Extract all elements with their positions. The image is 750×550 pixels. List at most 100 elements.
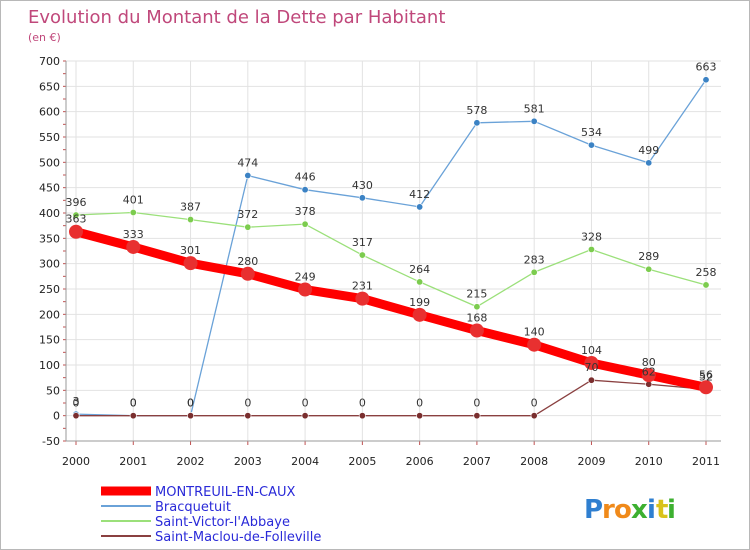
- point-bracquetuit-2008: [530, 117, 538, 125]
- data-label-bracquetuit: 3: [73, 395, 80, 408]
- point-saint-maclou-de-folleville-2001: [129, 412, 137, 420]
- data-label-bracquetuit: 581: [524, 102, 545, 115]
- legend: MONTREUIL-EN-CAUXBracquetuitSaint-Victor…: [101, 485, 321, 545]
- series-line-montreuil-en-caux: [71, 227, 711, 392]
- y-tick-label: 500: [39, 156, 60, 169]
- point-montreuil-en-caux-2004: [298, 282, 313, 297]
- x-tick-label: 2000: [62, 455, 90, 468]
- data-label-saint-victor-l-abbaye: 328: [581, 230, 602, 243]
- legend-label-saint-victor-l-abbaye: Saint-Victor-l'Abbaye: [155, 515, 290, 530]
- data-label-montreuil-en-caux: 301: [180, 244, 201, 257]
- point-saint-victor-l-abbaye-2009: [587, 245, 595, 253]
- y-tick-label: 450: [39, 182, 60, 195]
- point-montreuil-en-caux-2005: [355, 291, 370, 306]
- y-tick-label: 50: [46, 384, 60, 397]
- x-tick-label: 2003: [234, 455, 262, 468]
- y-tick-label: 150: [39, 334, 60, 347]
- y-tick-label: 600: [39, 106, 60, 119]
- logo-letter: x: [631, 495, 648, 525]
- point-bracquetuit-2009: [587, 141, 595, 149]
- y-tick-label: 350: [39, 232, 60, 245]
- data-label-saint-victor-l-abbaye: 372: [237, 208, 258, 221]
- point-bracquetuit-2003: [244, 172, 252, 180]
- chart-subtitle: (en €): [28, 31, 61, 44]
- logo-letter: P: [584, 495, 603, 525]
- data-label-saint-victor-l-abbaye: 215: [466, 288, 487, 301]
- legend-label-montreuil-en-caux: MONTREUIL-EN-CAUX: [155, 485, 296, 500]
- point-bracquetuit-2007: [473, 119, 481, 127]
- point-saint-maclou-de-folleville-2005: [358, 412, 366, 420]
- axes: -500501001502002503003504004505005506006…: [39, 55, 721, 468]
- data-label-saint-victor-l-abbaye: 258: [696, 266, 717, 279]
- y-tick-label: 550: [39, 131, 60, 144]
- point-montreuil-en-caux-2010: [641, 368, 656, 383]
- point-saint-maclou-de-folleville-2000: [72, 412, 80, 420]
- y-tick-label: 100: [39, 359, 60, 372]
- data-label-montreuil-en-caux: 168: [466, 312, 487, 325]
- data-label-saint-victor-l-abbaye: 401: [123, 193, 144, 206]
- data-label-bracquetuit: 663: [696, 61, 717, 74]
- point-saint-maclou-de-folleville-2007: [473, 412, 481, 420]
- y-tick-label: 0: [53, 410, 60, 423]
- data-label-bracquetuit: 534: [581, 126, 602, 139]
- point-saint-maclou-de-folleville-2004: [301, 412, 309, 420]
- point-saint-victor-l-abbaye-2000: [72, 211, 80, 219]
- point-montreuil-en-caux-2002: [183, 256, 198, 271]
- point-saint-maclou-de-folleville-2003: [244, 412, 252, 420]
- point-saint-victor-l-abbaye-2010: [645, 265, 653, 273]
- y-tick-label: 700: [39, 55, 60, 68]
- point-bracquetuit-2006: [416, 203, 424, 211]
- point-montreuil-en-caux-2008: [527, 337, 542, 352]
- point-montreuil-en-caux-2003: [240, 266, 255, 281]
- data-label-saint-maclou-de-folleville: 62: [642, 365, 656, 378]
- series-lines: [69, 76, 713, 420]
- point-saint-victor-l-abbaye-2003: [244, 223, 252, 231]
- data-label-bracquetuit: 446: [295, 171, 316, 184]
- data-label-bracquetuit: 499: [638, 144, 659, 157]
- logo-letter: i: [647, 495, 656, 525]
- proxiti-logo: Pr o x i ti: [584, 495, 676, 525]
- data-label-saint-victor-l-abbaye: 396: [66, 196, 87, 209]
- series-line-saint-victor-l-abbaye: [75, 211, 707, 308]
- point-bracquetuit-2010: [645, 159, 653, 167]
- y-tick-label: 200: [39, 308, 60, 321]
- data-label-bracquetuit: 0: [187, 397, 194, 410]
- point-saint-victor-l-abbaye-2005: [358, 251, 366, 259]
- point-saint-victor-l-abbaye-2008: [530, 268, 538, 276]
- legend-label-saint-maclou-de-folleville: Saint-Maclou-de-Folleville: [155, 530, 321, 545]
- data-label-saint-victor-l-abbaye: 387: [180, 201, 201, 214]
- data-label-bracquetuit: 474: [237, 157, 258, 170]
- data-label-bracquetuit: 430: [352, 179, 373, 192]
- data-label-saint-maclou-de-folleville: 0: [73, 397, 80, 410]
- point-saint-maclou-de-folleville-2006: [416, 412, 424, 420]
- logo-letter: r: [602, 495, 615, 525]
- legend-label-bracquetuit: Bracquetuit: [155, 500, 231, 515]
- x-tick-label: 2001: [119, 455, 147, 468]
- data-label-montreuil-en-caux: 140: [524, 326, 545, 339]
- y-tick-label: 250: [39, 283, 60, 296]
- data-label-montreuil-en-caux: 199: [409, 296, 430, 309]
- data-label-saint-maclou-de-folleville: 0: [187, 397, 194, 410]
- point-montreuil-en-caux-2009: [584, 355, 599, 370]
- point-montreuil-en-caux-2000: [69, 224, 83, 239]
- point-bracquetuit-2005: [358, 194, 366, 202]
- y-tick-label: 650: [39, 80, 60, 93]
- data-label-saint-victor-l-abbaye: 378: [295, 205, 316, 218]
- y-tick-label: 400: [39, 207, 60, 220]
- x-tick-label: 2002: [177, 455, 205, 468]
- data-label-saint-victor-l-abbaye: 289: [638, 250, 659, 263]
- x-tick-label: 2005: [348, 455, 376, 468]
- data-label-saint-victor-l-abbaye: 317: [352, 236, 373, 249]
- data-label-saint-victor-l-abbaye: 283: [524, 253, 545, 266]
- data-label-saint-maclou-de-folleville: 0: [531, 397, 538, 410]
- data-label-montreuil-en-caux: 249: [295, 271, 316, 284]
- chart-title: Evolution du Montant de la Dette par Hab…: [28, 7, 445, 28]
- data-label-saint-maclou-de-folleville: 52: [699, 370, 713, 383]
- y-tick-label: 300: [39, 258, 60, 271]
- x-tick-label: 2004: [291, 455, 319, 468]
- logo-letter: t: [656, 495, 668, 525]
- x-tick-label: 2008: [520, 455, 548, 468]
- data-label-saint-maclou-de-folleville: 0: [416, 397, 423, 410]
